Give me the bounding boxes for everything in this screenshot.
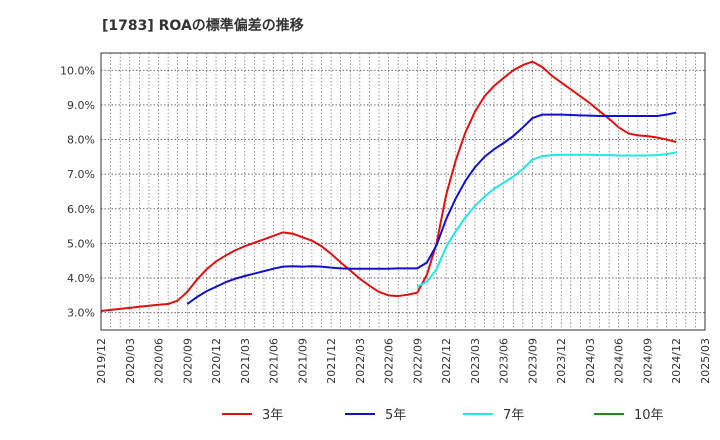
x-tick-label: 2023/03: [469, 338, 482, 384]
y-tick-label: 7.0%: [67, 168, 95, 181]
plot-area: [101, 53, 705, 330]
x-tick-label: 2023/12: [555, 338, 568, 384]
y-tick-label: 5.0%: [67, 237, 95, 250]
x-tick-label: 2020/12: [210, 338, 223, 384]
legend-label-1: 5年: [385, 408, 406, 423]
plot-border: [100, 52, 706, 331]
legend-label-0: 3年: [262, 408, 283, 423]
series-lines: [100, 60, 677, 312]
x-tick-label: 2022/03: [354, 338, 367, 384]
x-tick-label: 2025/03: [699, 338, 712, 384]
y-tick-label: 9.0%: [67, 99, 95, 112]
legend-label-2: 7年: [503, 408, 524, 423]
x-tick-label: 2020/09: [181, 338, 194, 384]
legend: 3年 5年 7年 10年: [222, 408, 664, 423]
x-tick-label: 2024/03: [584, 338, 597, 384]
x-tick-label: 2024/09: [641, 338, 654, 384]
x-axis-ticks: 2019/12 2020/03 2020/06 2020/09 2020/12 2021/…: [95, 338, 712, 384]
x-tick-label: 2023/06: [498, 338, 511, 384]
legend-label-3: 10年: [634, 408, 664, 423]
series-line-2: [416, 151, 677, 288]
x-tick-label: 2022/09: [411, 338, 424, 384]
x-tick-label: 2021/09: [296, 338, 309, 384]
y-tick-label: 6.0%: [67, 203, 95, 216]
y-tick-label: 4.0%: [67, 272, 95, 285]
x-tick-label: 2022/06: [383, 338, 396, 384]
y-tick-label: 3.0%: [67, 307, 95, 320]
y-tick-label: 8.0%: [67, 134, 95, 147]
x-tick-label: 2023/09: [526, 338, 539, 384]
x-tick-label: 2021/12: [325, 338, 338, 384]
y-axis-ticks: 3.0% 4.0% 5.0% 6.0% 7.0% 8.0% 9.0% 10.0%: [60, 64, 95, 319]
chart-title: [1783] ROAの標準偏差の推移: [102, 17, 304, 34]
x-tick-label: 2021/06: [268, 338, 281, 384]
series-line-0: [100, 60, 677, 312]
x-tick-label: 2024/12: [670, 338, 683, 384]
x-tick-label: 2019/12: [95, 338, 108, 384]
x-tick-label: 2022/12: [440, 338, 453, 384]
x-tick-label: 2021/03: [239, 338, 252, 384]
y-tick-label: 10.0%: [60, 64, 95, 77]
grid: [101, 53, 705, 330]
x-tick-label: 2020/03: [124, 338, 137, 384]
series-line-1: [186, 111, 677, 305]
x-tick-label: 2024/06: [613, 338, 626, 384]
x-tick-label: 2020/06: [153, 338, 166, 384]
